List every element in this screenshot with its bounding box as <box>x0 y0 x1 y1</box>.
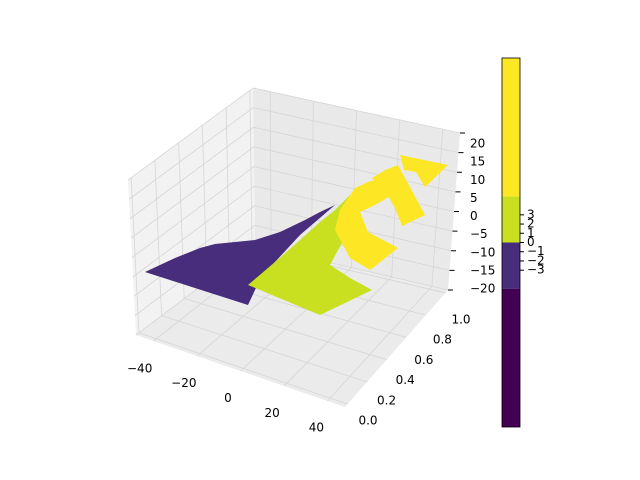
x-tick-label: −20 <box>171 376 196 390</box>
colorbar-tick-label: 1 <box>527 226 535 240</box>
x-tick-label: 20 <box>265 406 280 420</box>
y-tick-label: 0.8 <box>433 333 452 347</box>
y-tick-label: 0.0 <box>358 414 377 428</box>
z-tick-label: 15 <box>470 155 485 169</box>
z-tick-label: −10 <box>470 245 495 259</box>
colorbar-band <box>502 196 520 243</box>
contour-region <box>372 165 425 226</box>
colorbar-tick-label: −1 <box>527 244 545 258</box>
z-tick-label: 20 <box>470 137 485 151</box>
grid-line <box>128 107 459 200</box>
x-tick-label: 0 <box>224 391 232 405</box>
grid-line <box>161 315 368 383</box>
contour-region <box>145 205 335 305</box>
z-tick-label: −15 <box>470 263 495 277</box>
z-tick-label: −20 <box>470 282 495 296</box>
z-tick-label: 5 <box>470 191 478 205</box>
contour-region <box>400 155 448 187</box>
colorbar-tick-label: −2 <box>527 253 545 267</box>
x-tick-label: 40 <box>309 421 324 435</box>
grid-line <box>184 298 387 360</box>
z-tick-label: −5 <box>470 227 488 241</box>
z-tick-label: 10 <box>470 173 485 187</box>
z-tick-label: 0 <box>470 209 478 223</box>
colorbar-band <box>502 58 520 197</box>
colorbar-tick-label: 0 <box>527 235 535 249</box>
grid-line <box>283 276 392 387</box>
y-tick-label: 1.0 <box>451 313 470 327</box>
grid-line <box>129 126 458 220</box>
colorbar-band <box>502 242 520 289</box>
colorbar-tick-label: 2 <box>527 217 535 231</box>
colorbar-tick-label: −3 <box>527 263 545 277</box>
contour-region <box>335 178 398 270</box>
colorbar-tick-label: 3 <box>527 207 535 221</box>
grid-line <box>138 332 348 405</box>
x-tick-label: −40 <box>127 361 152 375</box>
grid-line <box>327 285 433 402</box>
y-tick-label: 0.2 <box>377 393 396 407</box>
grid-line <box>132 185 453 278</box>
colorbar-band <box>502 288 520 427</box>
y-tick-label: 0.6 <box>414 353 433 367</box>
y-tick-label: 0.4 <box>396 373 415 387</box>
grid-line <box>127 87 461 181</box>
